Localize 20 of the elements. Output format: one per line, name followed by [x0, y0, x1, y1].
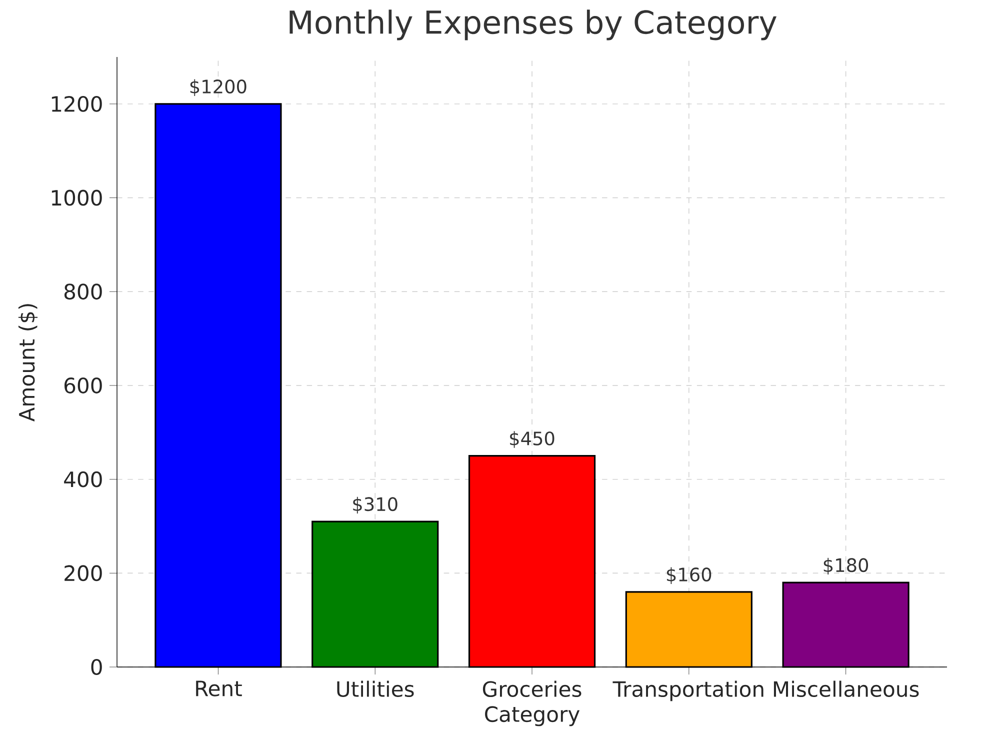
x-tick-label: Miscellaneous	[774, 680, 919, 698]
data-label: $180	[824, 558, 868, 575]
y-tick-label: 400	[64, 471, 102, 488]
y-tick-label: 800	[64, 284, 102, 300]
data-label: $160	[666, 567, 712, 584]
x-tick-label: Groceries	[482, 680, 582, 698]
y-tick-label: 1000	[52, 190, 102, 206]
y-tick-label: 1200	[52, 96, 102, 112]
data-label: $310	[353, 496, 398, 514]
y-tick-label: 600	[64, 377, 102, 394]
x-tick-label: Utilities	[337, 680, 414, 698]
y-tick-label: 0	[91, 659, 102, 675]
x-axis-title: Category	[485, 706, 580, 726]
x-tick-label: Transportation	[612, 680, 764, 702]
data-label: $1200	[190, 79, 246, 96]
data-label: $450	[510, 431, 554, 448]
chart-title: Monthly Expenses by Category	[290, 10, 777, 40]
y-axis-title: Amount ($)	[18, 304, 38, 422]
x-tick-label: Rent	[196, 680, 242, 696]
y-tick-label: 200	[64, 565, 102, 582]
